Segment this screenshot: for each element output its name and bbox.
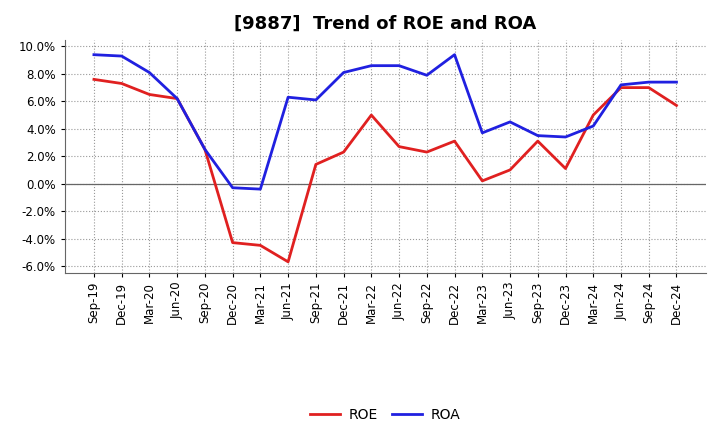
- ROE: [117, 81, 126, 86]
- ROA: [423, 73, 431, 78]
- Line: ROA: ROA: [94, 55, 677, 189]
- ROA: [117, 53, 126, 59]
- ROA: [589, 123, 598, 128]
- ROE: [450, 139, 459, 144]
- ROE: [173, 96, 181, 101]
- ROA: [672, 80, 681, 85]
- ROE: [423, 150, 431, 155]
- ROE: [284, 259, 292, 264]
- ROA: [312, 97, 320, 103]
- ROA: [644, 80, 653, 85]
- ROE: [561, 166, 570, 171]
- ROE: [339, 150, 348, 155]
- ROE: [312, 162, 320, 167]
- ROA: [284, 95, 292, 100]
- ROA: [478, 130, 487, 136]
- ROE: [145, 92, 154, 97]
- ROE: [228, 240, 237, 245]
- ROE: [89, 77, 98, 82]
- ROA: [561, 134, 570, 139]
- ROA: [395, 63, 403, 68]
- ROE: [367, 112, 376, 117]
- ROA: [616, 82, 625, 88]
- Legend: ROE, ROA: ROE, ROA: [303, 401, 467, 429]
- ROA: [201, 147, 210, 152]
- ROA: [145, 70, 154, 75]
- ROA: [173, 96, 181, 101]
- ROA: [534, 133, 542, 138]
- ROA: [256, 187, 265, 192]
- ROE: [201, 147, 210, 152]
- ROE: [534, 139, 542, 144]
- ROE: [478, 178, 487, 183]
- ROA: [505, 119, 514, 125]
- ROE: [395, 144, 403, 149]
- ROA: [228, 185, 237, 191]
- Line: ROE: ROE: [94, 79, 677, 262]
- Title: [9887]  Trend of ROE and ROA: [9887] Trend of ROE and ROA: [234, 15, 536, 33]
- ROE: [616, 85, 625, 90]
- ROA: [450, 52, 459, 57]
- ROE: [672, 103, 681, 108]
- ROA: [89, 52, 98, 57]
- ROE: [505, 167, 514, 172]
- ROE: [589, 112, 598, 117]
- ROE: [644, 85, 653, 90]
- ROA: [367, 63, 376, 68]
- ROE: [256, 243, 265, 248]
- ROA: [339, 70, 348, 75]
